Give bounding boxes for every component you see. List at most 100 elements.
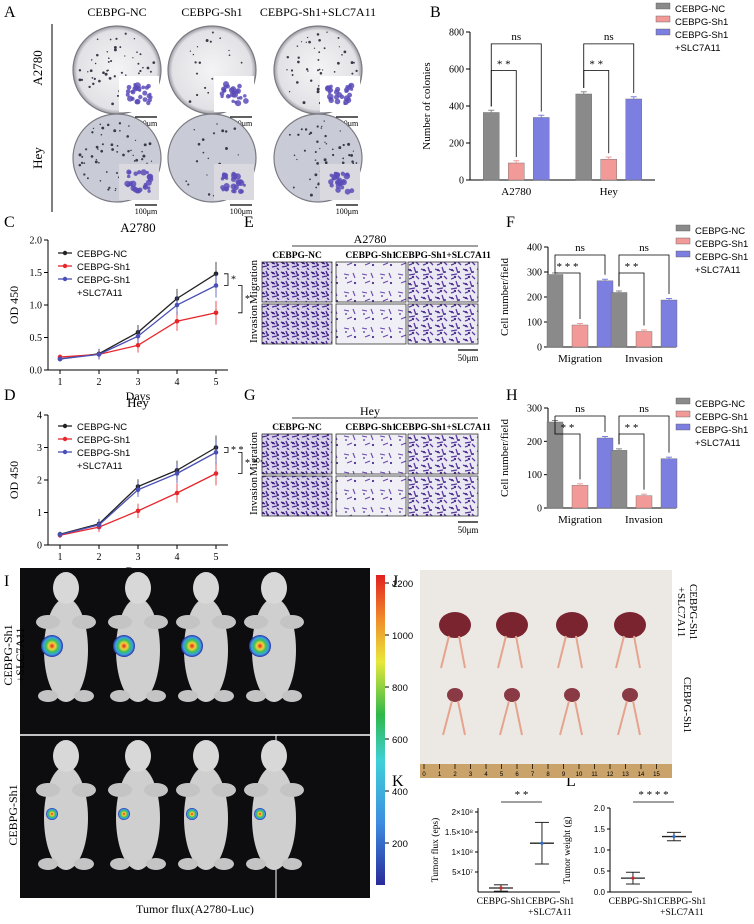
panel-letters: A B C D E F G H I J K L: [4, 4, 576, 790]
colony-dot: [139, 53, 142, 56]
panel-j-label-1b: +SLC7A11: [675, 587, 687, 637]
colony-dot: [314, 159, 317, 161]
colony-dot: [113, 48, 117, 52]
legend-swatch: [675, 224, 691, 232]
tumor-large: [556, 612, 588, 638]
micrograph-tile: [335, 475, 407, 517]
colony-dot: [110, 59, 113, 63]
panel-letter-c: C: [4, 214, 15, 231]
data-point: [174, 471, 180, 476]
panel-letter-l: L: [566, 773, 576, 790]
colony-dot: [342, 143, 345, 147]
colony-dot: [111, 102, 114, 106]
colony-dot: [307, 70, 309, 72]
colony-dot: [115, 37, 118, 40]
ruler-label: 0: [422, 772, 426, 778]
y-tick-label: 0.5: [594, 867, 606, 876]
y-tick-label: 1.5: [594, 825, 606, 834]
micrograph-row-label: Migration: [248, 432, 260, 476]
colony-dot: [148, 142, 152, 146]
colony-dot: [355, 69, 358, 73]
colony-inset-cell: [130, 90, 134, 94]
legend-label: CEBPG-Sh1: [77, 275, 130, 286]
panel-c-chart: A2780 0.0 0.5 1.0 1.5 2.0 1 2 3 4 5 Days OD 450 * * CEB…: [7, 220, 250, 403]
colony-dot: [100, 149, 104, 153]
legend-marker: [62, 449, 68, 455]
colony-dot: [292, 186, 295, 189]
y-axis-label: Number of colonies: [421, 62, 433, 149]
mouse-hindlimb: [38, 858, 58, 870]
ruler-label: 12: [607, 772, 614, 778]
mouse-hindlimb: [178, 690, 198, 702]
legend-label: CEBPG-Sh1: [695, 412, 748, 423]
colony-dot: [136, 51, 138, 54]
data-point: [213, 471, 219, 476]
colony-dot: [188, 100, 192, 103]
micrograph-tile: [335, 261, 407, 303]
significance-label: ns: [511, 31, 521, 43]
colony-inset-cell: [324, 85, 332, 92]
legend-label: +SLC7A11: [695, 438, 741, 449]
x-tick-label: CEBPG-Sh1: [477, 897, 526, 907]
colony-inset-cell: [234, 173, 241, 180]
colony-inset-cell: [137, 187, 143, 193]
colony-inset-cell: [243, 94, 247, 98]
data-point: [135, 508, 141, 514]
y-tick-label: 3: [37, 443, 42, 454]
colony-inset-cell: [222, 172, 229, 179]
colony-dot: [355, 162, 358, 164]
mouse-hindlimb: [74, 690, 94, 702]
colony-dot: [212, 195, 215, 197]
colony-dot: [78, 153, 82, 157]
panel-letter-f: F: [506, 214, 515, 231]
significance-bracket: [224, 447, 229, 453]
tumor-tissue: [557, 635, 583, 669]
significance-label: * * *: [557, 261, 579, 273]
mouse-hindlimb: [246, 690, 266, 702]
scale-bar-label: 100μm: [336, 119, 359, 128]
panel-i-row-label-2: CEBPG-Sh1: [6, 784, 20, 845]
colony-inset-cell: [230, 183, 237, 190]
colony-dot: [316, 162, 319, 165]
legend-label: CEBPG-Sh1: [675, 30, 728, 41]
legend-swatch: [675, 250, 691, 258]
panel-letter-g: G: [244, 387, 256, 404]
colony-dot: [211, 77, 214, 80]
colony-dot: [318, 68, 321, 71]
ruler-label: 3: [469, 772, 473, 778]
colony-dot: [224, 130, 228, 133]
colony-inset-cell: [345, 97, 352, 104]
mouse-head: [193, 740, 219, 772]
colony-dot: [300, 128, 303, 131]
colony-dot: [221, 129, 225, 133]
colony-inset-cell: [146, 174, 153, 180]
scale-bar-label: 100μm: [336, 207, 359, 216]
colony-inset-cell: [133, 171, 138, 176]
colony-inset-cell: [235, 88, 241, 94]
colony-dot: [124, 32, 127, 35]
legend-swatch: [675, 237, 691, 245]
colony-dot: [106, 69, 109, 72]
panel-a-col-slc: CEBPG-Sh1+SLC7A11: [260, 5, 376, 19]
colony-dot: [195, 72, 199, 75]
colony-dot: [209, 40, 212, 43]
colorbar-tick-label: 600: [392, 735, 408, 746]
panel-letter-i: I: [4, 573, 9, 590]
colony-dot: [91, 77, 94, 79]
mouse-forelimb: [280, 615, 304, 629]
y-tick-label: 2.0: [30, 236, 43, 247]
significance-bracket: [583, 43, 635, 93]
colony-inset-cell: [230, 176, 237, 182]
legend-label: CEBPG-Sh1: [695, 425, 748, 436]
bar: [546, 274, 564, 348]
legend-swatch: [655, 2, 671, 10]
mouse-forelimb: [244, 615, 268, 629]
colony-dot: [319, 72, 323, 75]
y-axis-label: Cell number/field: [499, 258, 511, 336]
colony-dot: [96, 38, 99, 41]
bar: [571, 485, 589, 509]
x-tick-label: CEBPG-Sh1: [658, 897, 707, 907]
significance-label: * *: [625, 261, 639, 273]
mouse-hindlimb: [146, 858, 166, 870]
